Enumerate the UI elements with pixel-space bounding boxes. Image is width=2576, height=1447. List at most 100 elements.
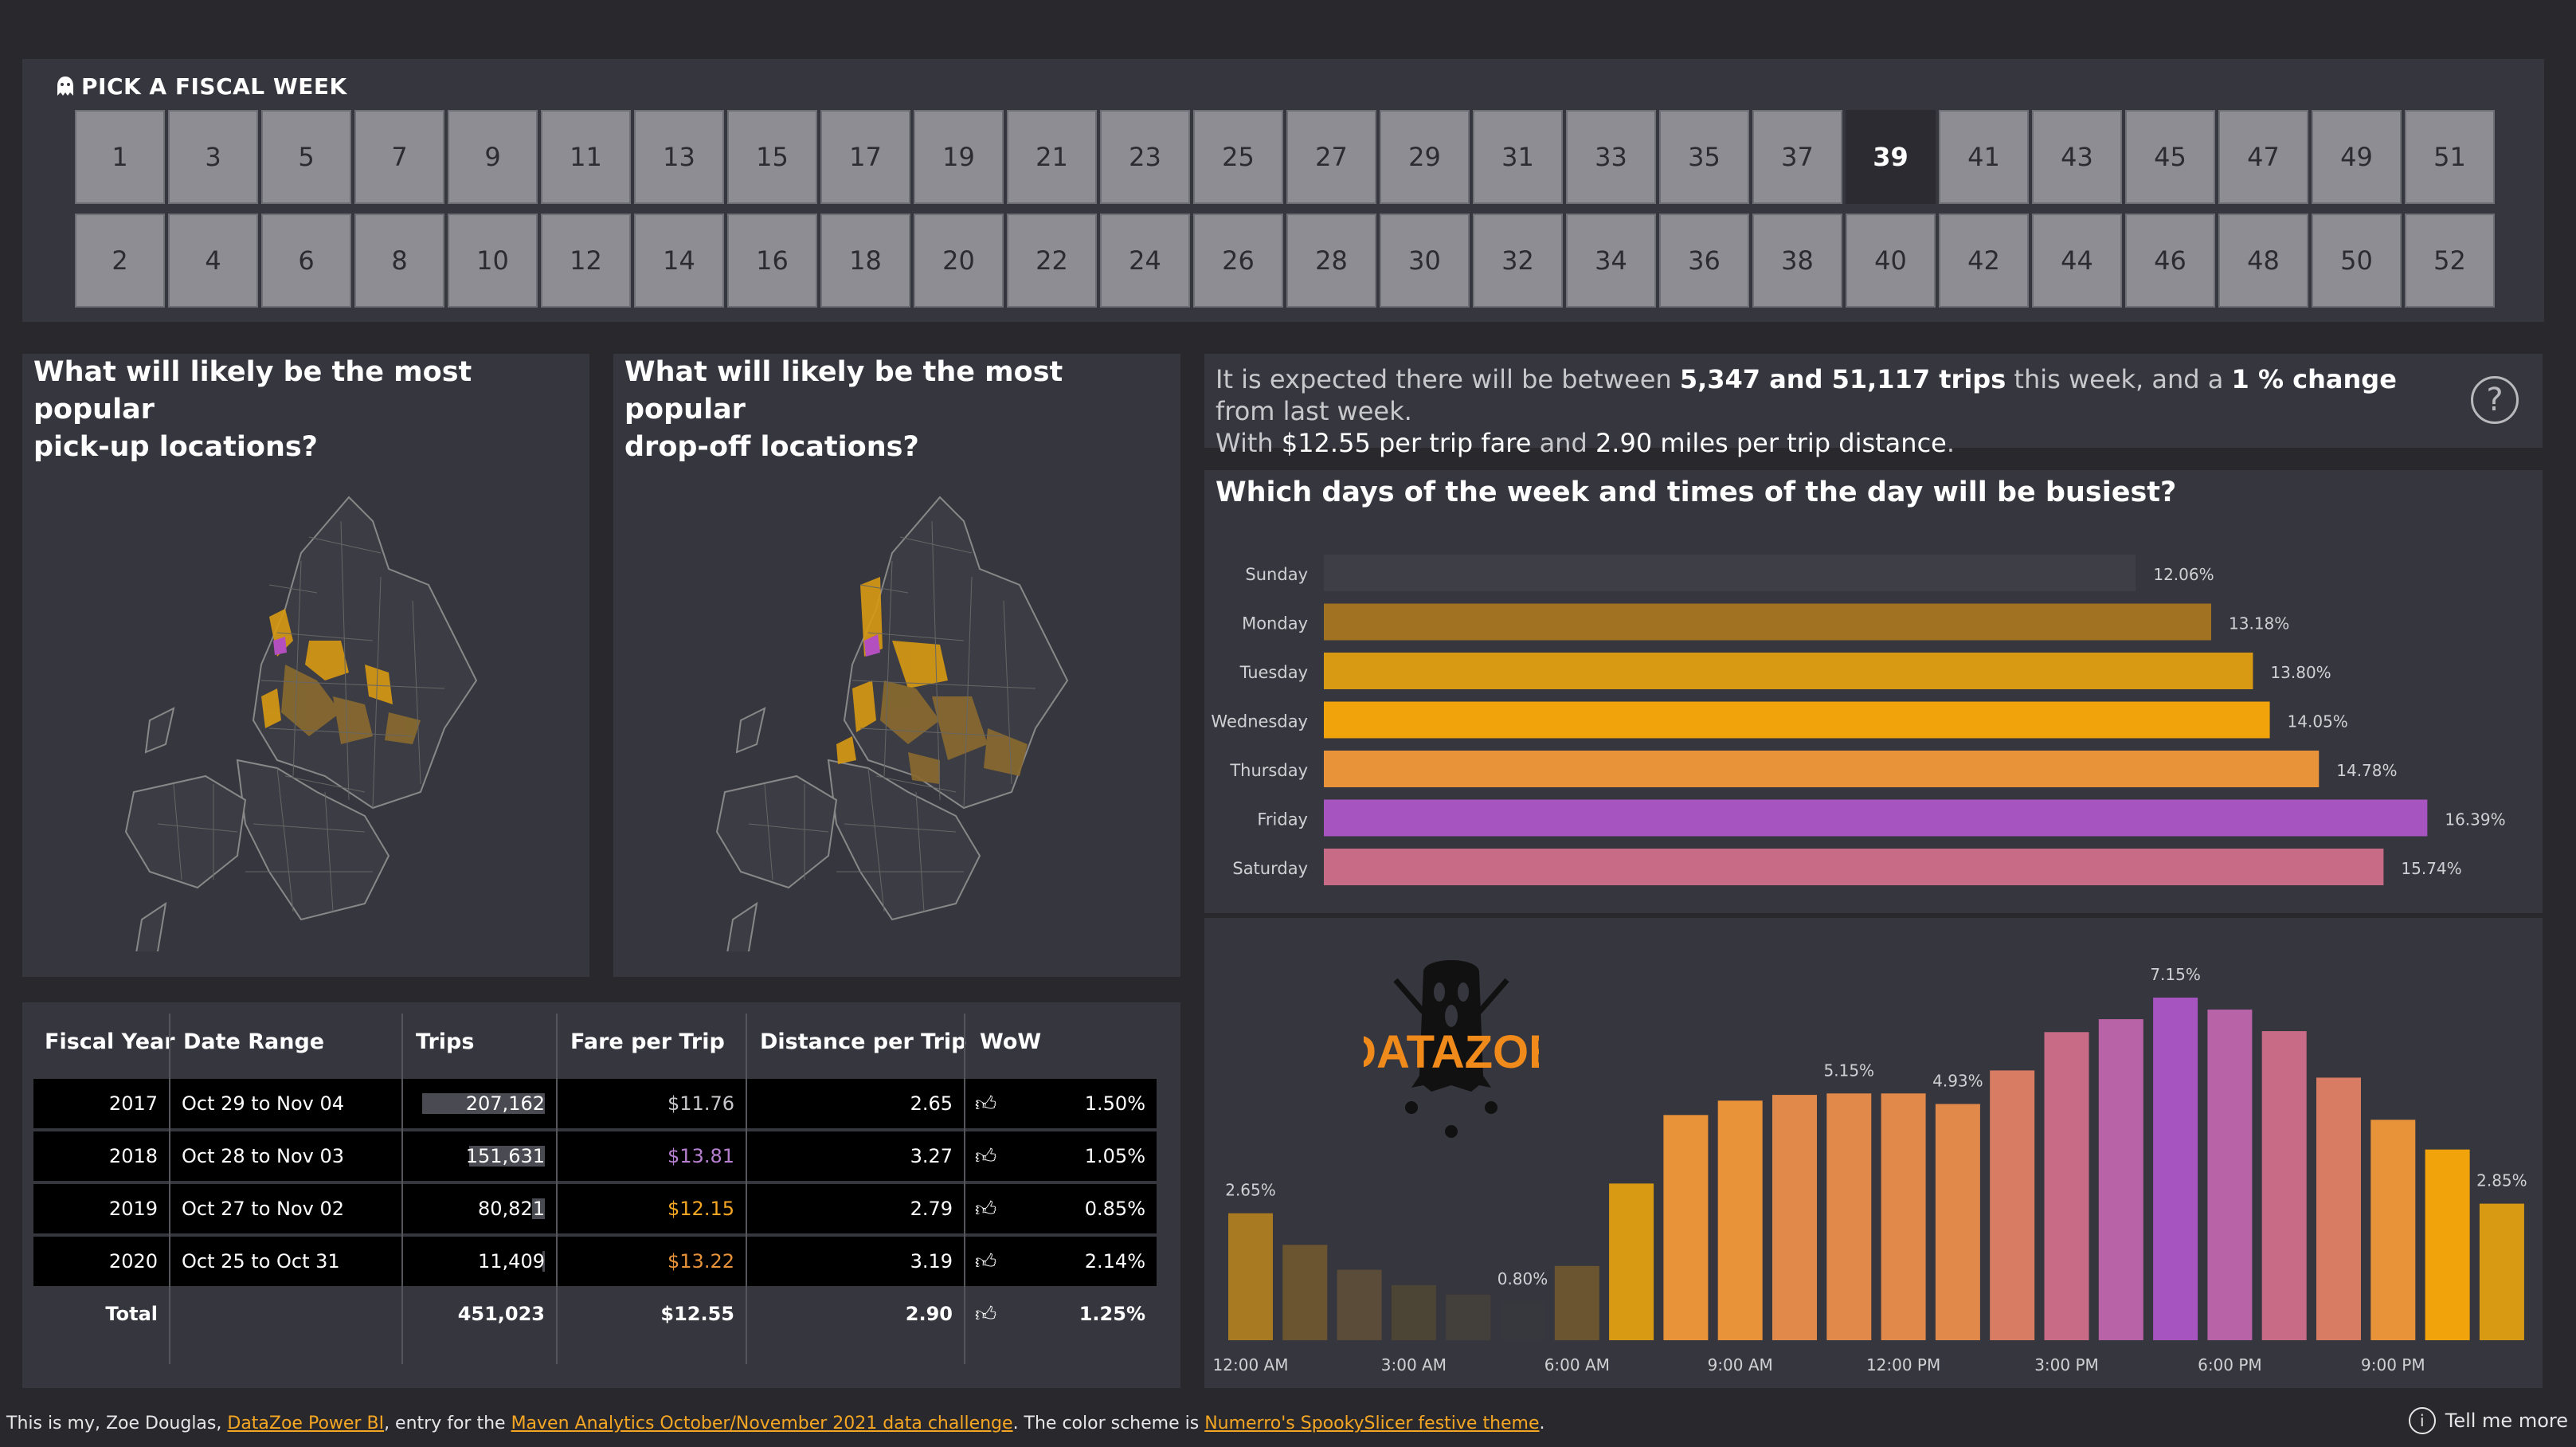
week-button-32[interactable]: 32 — [1473, 214, 1563, 308]
day-bar[interactable] — [1324, 555, 2136, 591]
week-button-14[interactable]: 14 — [634, 214, 724, 308]
week-button-9[interactable]: 9 — [448, 110, 538, 204]
week-button-13[interactable]: 13 — [634, 110, 724, 204]
week-button-51[interactable]: 51 — [2405, 110, 2495, 204]
hour-bar[interactable] — [1881, 1093, 1926, 1340]
week-button-4[interactable]: 4 — [168, 214, 258, 308]
week-button-34[interactable]: 34 — [1566, 214, 1656, 308]
week-button-24[interactable]: 24 — [1100, 214, 1190, 308]
hour-bar[interactable] — [2153, 998, 2198, 1340]
week-button-15[interactable]: 15 — [727, 110, 817, 204]
hour-bar[interactable] — [1391, 1284, 1436, 1340]
week-button-37[interactable]: 37 — [1752, 110, 1842, 204]
days-bar-chart[interactable]: Sunday 12.06% Monday 13.18% Tuesday 13.80% Wed… — [1204, 470, 2543, 913]
hour-bar[interactable] — [2098, 1019, 2143, 1340]
maven-link[interactable]: Maven Analytics October/November 2021 da… — [511, 1414, 1013, 1433]
week-button-36[interactable]: 36 — [1659, 214, 1749, 308]
week-button-12[interactable]: 12 — [541, 214, 631, 308]
day-bar[interactable] — [1324, 653, 2253, 689]
week-button-41[interactable]: 41 — [1939, 110, 2029, 204]
week-button-3[interactable]: 3 — [168, 110, 258, 204]
hour-bar[interactable] — [1337, 1269, 1382, 1340]
col-wow[interactable]: WoW — [980, 1029, 1042, 1054]
week-button-1[interactable]: 1 — [75, 110, 165, 204]
day-bar[interactable] — [1324, 849, 2384, 885]
tell-me-more-button[interactable]: i Tell me more — [2408, 1407, 2568, 1434]
week-button-45[interactable]: 45 — [2125, 110, 2215, 204]
table-row[interactable]: 2018 Oct 28 to Nov 03 151,631 $13.81 3.27 👍︎ 1… — [33, 1131, 1157, 1181]
week-button-52[interactable]: 52 — [2405, 214, 2495, 308]
hour-bar[interactable] — [1446, 1294, 1491, 1340]
hour-bar[interactable] — [1282, 1245, 1328, 1340]
week-button-7[interactable]: 7 — [354, 110, 444, 204]
hour-bar[interactable] — [1554, 1265, 1599, 1340]
week-button-40[interactable]: 40 — [1846, 214, 1936, 308]
hour-bar[interactable] — [1826, 1093, 1872, 1340]
week-button-42[interactable]: 42 — [1939, 214, 2029, 308]
hour-bar[interactable] — [2370, 1120, 2416, 1340]
week-button-10[interactable]: 10 — [448, 214, 538, 308]
hour-bar[interactable] — [2044, 1032, 2089, 1340]
hour-bar[interactable] — [2479, 1203, 2524, 1340]
week-button-50[interactable]: 50 — [2312, 214, 2402, 308]
week-button-31[interactable]: 31 — [1473, 110, 1563, 204]
numerro-link[interactable]: Numerro's SpookySlicer festive theme — [1204, 1414, 1540, 1433]
week-button-46[interactable]: 46 — [2125, 214, 2215, 308]
week-button-43[interactable]: 43 — [2032, 110, 2122, 204]
hour-bar[interactable] — [1663, 1115, 1709, 1340]
hour-bar[interactable] — [2316, 1077, 2361, 1340]
week-button-18[interactable]: 18 — [820, 214, 910, 308]
col-distance[interactable]: Distance per Trip — [760, 1029, 967, 1054]
week-button-22[interactable]: 22 — [1007, 214, 1097, 308]
day-bar[interactable] — [1324, 701, 2270, 739]
week-button-17[interactable]: 17 — [820, 110, 910, 204]
week-button-44[interactable]: 44 — [2032, 214, 2122, 308]
datazoe-link[interactable]: DataZoe Power BI — [227, 1414, 385, 1433]
week-button-5[interactable]: 5 — [261, 110, 351, 204]
day-bar[interactable] — [1324, 603, 2212, 641]
table-row[interactable]: 2020 Oct 25 to Oct 31 11,409 $13.22 3.19 👍︎ 2.… — [33, 1237, 1157, 1286]
hour-bar[interactable] — [1609, 1183, 1654, 1340]
hour-bar[interactable] — [1717, 1100, 1763, 1340]
hour-bar[interactable] — [2425, 1149, 2470, 1340]
week-button-38[interactable]: 38 — [1752, 214, 1842, 308]
day-bar[interactable] — [1324, 751, 2320, 787]
week-button-26[interactable]: 26 — [1193, 214, 1283, 308]
week-button-23[interactable]: 23 — [1100, 110, 1190, 204]
week-button-25[interactable]: 25 — [1193, 110, 1283, 204]
week-button-21[interactable]: 21 — [1007, 110, 1097, 204]
week-button-2[interactable]: 2 — [75, 214, 165, 308]
week-button-11[interactable]: 11 — [541, 110, 631, 204]
hours-bar-chart[interactable]: 2.65% 0.80% 5.15% 4.93% 7.15% 2.85% 12:00 AM 3:… — [1204, 918, 2543, 1388]
hour-bar[interactable] — [1772, 1095, 1817, 1340]
week-button-39[interactable]: 39 — [1846, 110, 1936, 204]
dropoff-map[interactable] — [701, 457, 1179, 951]
week-button-49[interactable]: 49 — [2312, 110, 2402, 204]
hour-bar[interactable] — [2261, 1031, 2307, 1340]
col-trips[interactable]: Trips — [416, 1029, 475, 1054]
week-button-29[interactable]: 29 — [1380, 110, 1470, 204]
col-fiscal-year[interactable]: Fiscal Year — [45, 1029, 175, 1054]
week-button-47[interactable]: 47 — [2218, 110, 2308, 204]
col-date-range[interactable]: Date Range — [183, 1029, 325, 1054]
week-button-27[interactable]: 27 — [1286, 110, 1376, 204]
day-bar[interactable] — [1324, 799, 2428, 837]
week-button-33[interactable]: 33 — [1566, 110, 1656, 204]
week-button-19[interactable]: 19 — [914, 110, 1004, 204]
table-row[interactable]: 2019 Oct 27 to Nov 02 80,821 $12.15 2.79 👍︎ 0.… — [33, 1184, 1157, 1233]
hour-bar[interactable] — [1935, 1104, 1980, 1340]
hour-bar[interactable] — [1990, 1070, 2035, 1340]
week-button-28[interactable]: 28 — [1286, 214, 1376, 308]
week-button-30[interactable]: 30 — [1380, 214, 1470, 308]
table-row[interactable]: 2017 Oct 29 to Nov 04 207,162 $11.76 2.65 👍︎ 1… — [33, 1079, 1157, 1128]
hour-bar[interactable] — [1500, 1301, 1545, 1340]
hour-bar[interactable] — [1228, 1213, 1273, 1340]
week-button-6[interactable]: 6 — [261, 214, 351, 308]
col-fare[interactable]: Fare per Trip — [570, 1029, 725, 1054]
week-button-16[interactable]: 16 — [727, 214, 817, 308]
week-button-48[interactable]: 48 — [2218, 214, 2308, 308]
help-icon[interactable]: ? — [2471, 376, 2519, 424]
week-button-35[interactable]: 35 — [1659, 110, 1749, 204]
pickup-map[interactable] — [110, 457, 588, 951]
week-button-20[interactable]: 20 — [914, 214, 1004, 308]
